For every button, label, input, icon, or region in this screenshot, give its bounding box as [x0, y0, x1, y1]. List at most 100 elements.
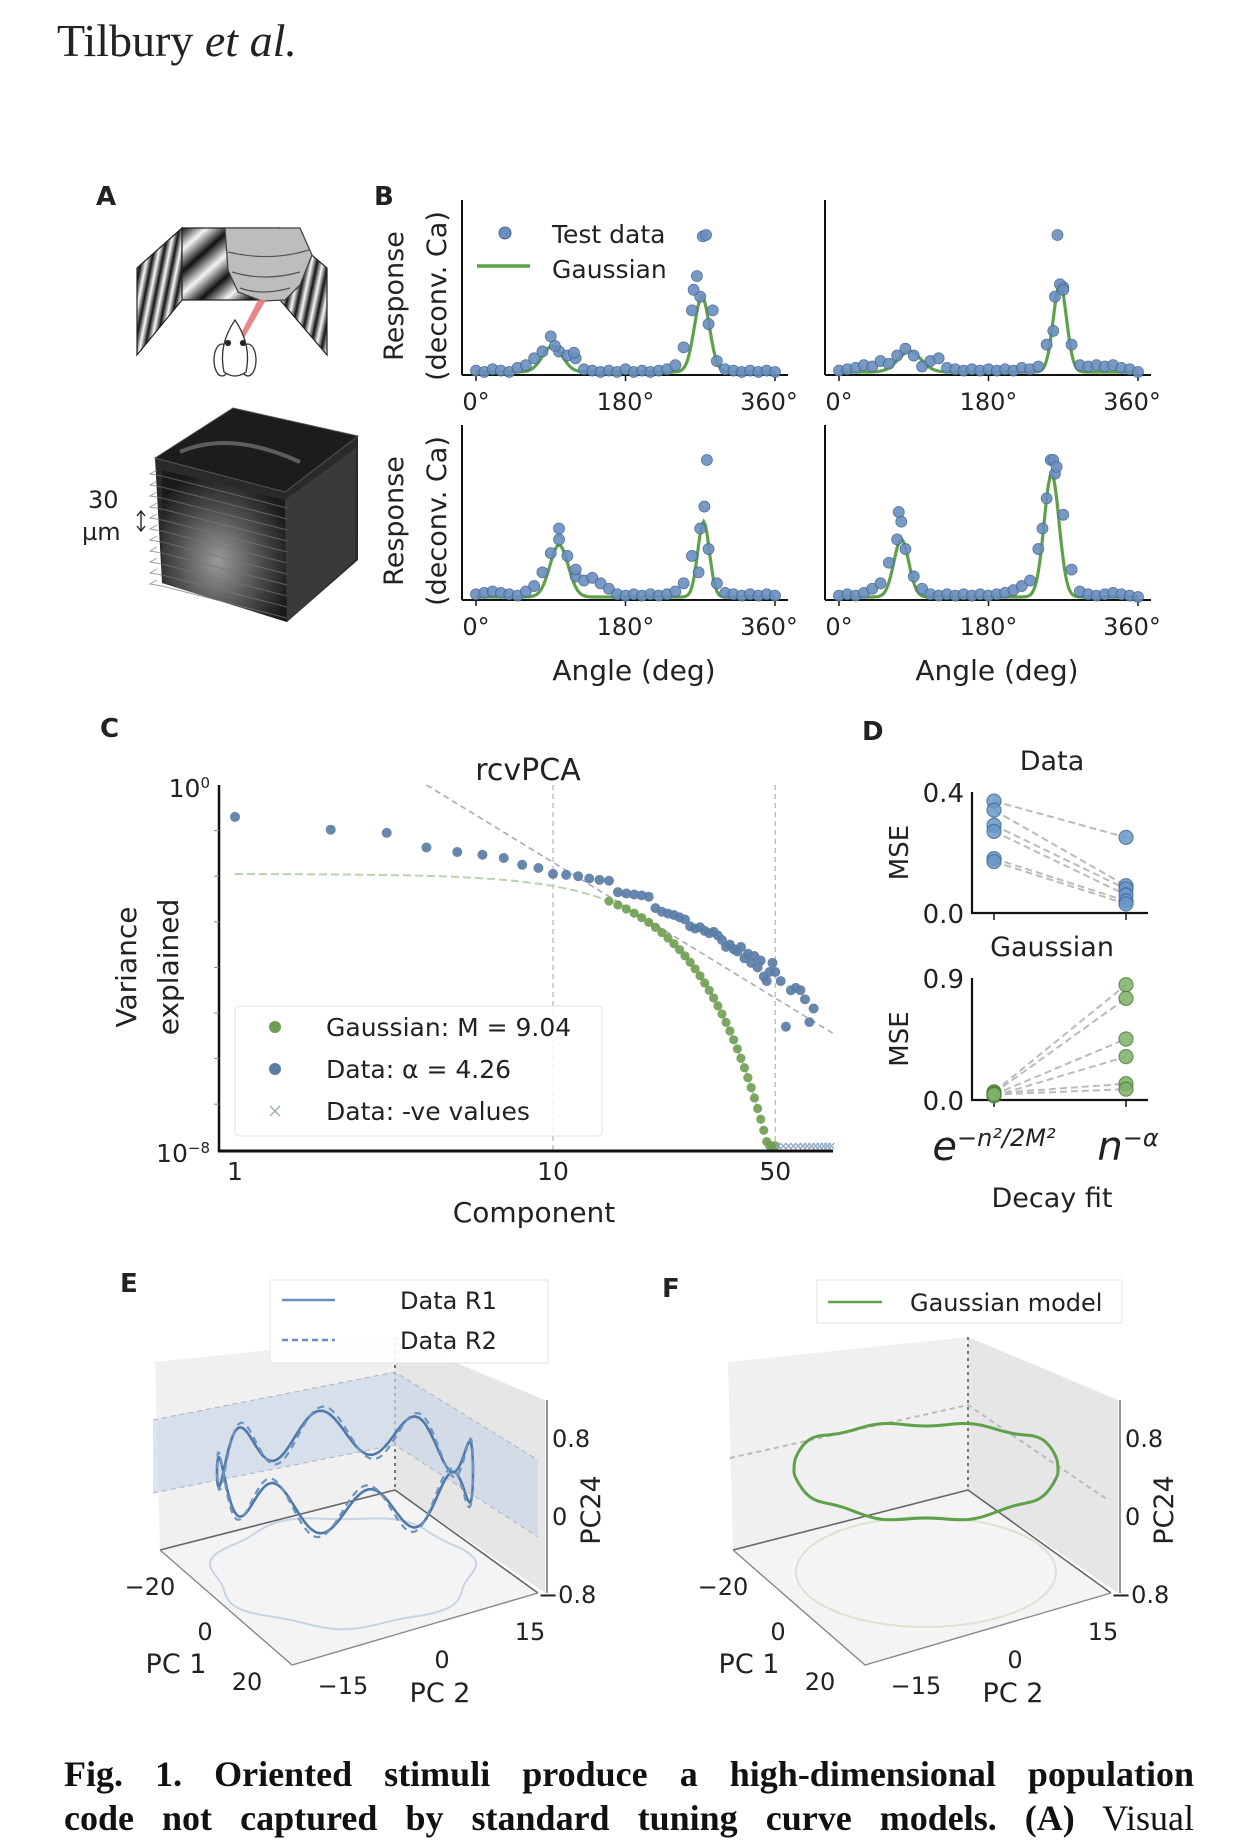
floor-axis-lines [159, 1549, 539, 1666]
test-data-point [694, 522, 707, 535]
test-data-point [692, 566, 705, 579]
gaussian-data-point [685, 957, 695, 967]
data-point [561, 869, 572, 880]
legend-gaussian-label: Gaussian [552, 255, 667, 284]
y-tick-label: 15 [1088, 1618, 1119, 1646]
z-tick-label: 0 [552, 1503, 567, 1531]
running-header: Tilbury et al. [57, 14, 297, 67]
test-data-point [602, 582, 615, 595]
test-data-point [916, 360, 928, 373]
gaussian-data-point [729, 1035, 739, 1045]
test-data-point [686, 550, 698, 562]
z-tick-label: 0.8 [1125, 1425, 1163, 1453]
y-tick-label: 15 [515, 1618, 546, 1646]
pair-connector [993, 857, 1127, 902]
x-tick-label-power-law-decay-exponent: −α [1123, 1124, 1159, 1152]
z-tick-label: −0.8 [538, 1581, 596, 1609]
panel-label-d: D [862, 717, 884, 747]
legend-label: Data: α = 4.26 [326, 1055, 511, 1084]
gaussian-data-point [717, 1009, 727, 1019]
author-name: Tilbury [57, 15, 194, 66]
test-data-point [691, 270, 703, 283]
test-data-point [549, 340, 561, 352]
data-point [643, 891, 654, 902]
x-tick-label-gaussian-decay: e−n²/2M² [932, 1124, 1056, 1170]
test-data-point [586, 571, 599, 584]
stack-side-face [285, 448, 356, 622]
pair-connector [993, 984, 1127, 1093]
test-data-point [700, 454, 713, 466]
gaussian-data-point [657, 927, 667, 938]
test-data-point [899, 342, 912, 355]
data-point [603, 875, 614, 886]
test-data-point [769, 589, 781, 602]
data-point [770, 966, 781, 977]
data-r2-curve [215, 1405, 475, 1539]
figure-caption-line-1: Fig. 1. Oriented stimuli produce a high-… [64, 1752, 1194, 1796]
stack-layer-edge [148, 502, 288, 542]
test-data-point [698, 500, 711, 513]
test-data-point [1051, 229, 1064, 241]
gaussian-data-point [756, 1114, 766, 1124]
pair-connector [993, 860, 1127, 905]
test-data-point [891, 349, 904, 362]
test-data-point [1132, 591, 1144, 603]
et-al: et al. [204, 15, 297, 66]
x-axis-label: Decay fit [992, 1183, 1113, 1214]
x-tick-label: 180° [597, 613, 655, 641]
x-tick-label: 0° [825, 613, 852, 641]
data-point [621, 888, 632, 899]
test-data-point [1065, 563, 1078, 576]
stack-layer-edge [148, 579, 288, 619]
y-axis-label: MSE [885, 1011, 915, 1066]
test-data-point [569, 563, 582, 576]
test-data-point [706, 304, 719, 317]
legend-label: Gaussian: M = 9.04 [326, 1013, 571, 1042]
test-data-point [1032, 543, 1045, 555]
stack-layer-edges [148, 469, 288, 619]
test-data-point [1132, 366, 1144, 378]
y-tick-label: 0.0 [923, 900, 964, 930]
test-data-point [1050, 460, 1063, 473]
y-tick-label-top-exponent: 0 [200, 774, 210, 792]
x-tick-label: 360° [740, 388, 798, 416]
mse-point-gaussian-fit [986, 1086, 1002, 1103]
caption-title-part-1: Fig. 1. Oriented stimuli produce a high-… [64, 1754, 1194, 1794]
data-point [795, 985, 806, 996]
x-tick-label: 0 [770, 1618, 785, 1646]
pair-connector [993, 1088, 1127, 1096]
data-point [594, 874, 605, 885]
x-tick-label: 20 [805, 1668, 836, 1696]
x-tick-label-gaussian-decay-base: e [932, 1124, 957, 1170]
x-tick-label: 0° [825, 388, 852, 416]
stack-layer-edge [148, 469, 288, 509]
panel-label-f: F [662, 1274, 680, 1304]
floor-pane [733, 1490, 1111, 1665]
figure-caption-line-2: code not captured by standard tuning cur… [64, 1796, 1194, 1840]
test-data-point [1036, 522, 1049, 535]
x-tick-label: 180° [960, 613, 1018, 641]
panel-label-c: C [100, 714, 119, 744]
x-tick-label: 180° [597, 388, 655, 416]
pair-connector [993, 1082, 1127, 1095]
x-tick-label: −20 [698, 1573, 749, 1601]
y-axis-label: PC 2 [983, 1678, 1044, 1709]
data-point [517, 859, 528, 870]
legend-gaussian-marker [269, 1021, 281, 1033]
test-data-point [561, 550, 574, 562]
gaussian-data-point [680, 951, 690, 961]
legend-r1-label: Data R1 [400, 1287, 497, 1315]
y-tick-label-top: 100 [169, 774, 210, 803]
panel-label-e: E [120, 1269, 138, 1299]
panel-label-a: A [96, 182, 116, 212]
test-data-point [687, 283, 700, 296]
mse-point-gaussian-fit [986, 823, 1002, 839]
chart-title: rcvPCA [475, 753, 581, 788]
caption-title-part-2: code not captured by standard tuning cur… [64, 1798, 1075, 1838]
x-tick-label: 360° [1103, 613, 1161, 641]
y-tick-label: 0 [434, 1646, 449, 1674]
z-tick-label: 0.8 [552, 1425, 590, 1453]
data-point [804, 1017, 815, 1028]
gaussian-model-curve [792, 1422, 1060, 1522]
